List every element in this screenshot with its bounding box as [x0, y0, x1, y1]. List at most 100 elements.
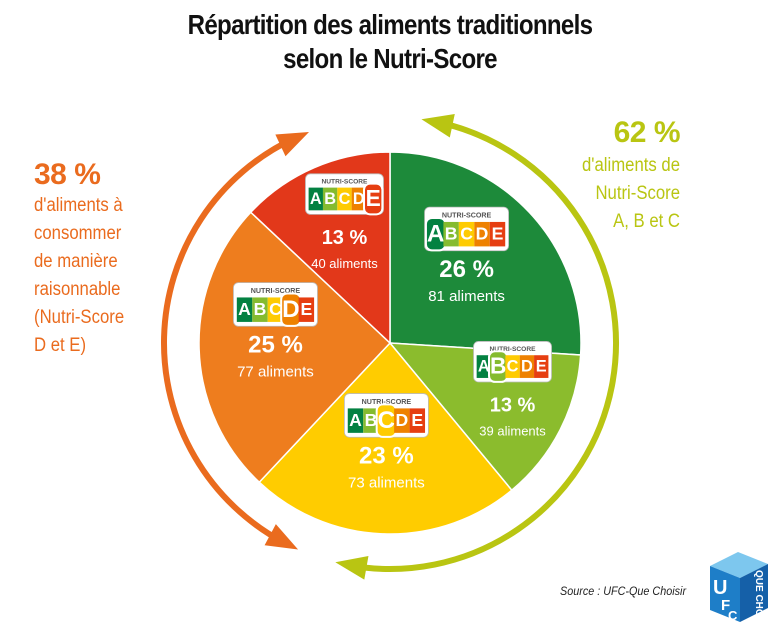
slice-count-label: 39 aliments [479, 423, 546, 438]
nutriscore-cell-b [443, 221, 459, 247]
nutriscore-cell-a [347, 408, 364, 433]
nutriscore-letter: E [366, 185, 381, 211]
nutriscore-header: NUTRI-SCORE [442, 212, 492, 220]
logo-cube-left [710, 566, 740, 622]
nutriscore-cell-e [489, 221, 506, 247]
slice-count-label: 40 aliments [311, 256, 378, 271]
right-note-line: d'aliments de [582, 155, 680, 176]
pie-slice-a [389, 151, 582, 356]
logo-letter-f: F [721, 597, 730, 614]
nutriscore-cell-a [476, 355, 492, 378]
nutriscore-cell-b [252, 297, 268, 322]
nutriscore-letter: C [378, 407, 396, 434]
logo-letter-u: U [713, 577, 727, 599]
right-note: d'aliments de Nutri-Score A, B et C [513, 152, 680, 236]
logo-letter-c: C [728, 608, 738, 623]
chart-title: Répartition des aliments traditionnels s… [55, 8, 726, 76]
nutriscore-cell-a [308, 187, 323, 211]
left-note: d'aliments à consommer de manière raison… [34, 192, 201, 360]
nutriscore-header: NUTRI-SCORE [490, 346, 537, 353]
right-annotation: 62 % d'aliments de Nutri-Score A, B et C [490, 116, 680, 236]
nutriscore-cell-e [363, 182, 384, 216]
orange-arrowhead-bottom [264, 524, 299, 550]
nutriscore-header: NUTRI-SCORE [251, 287, 301, 295]
slice-percent-label: 26 % [439, 256, 494, 283]
logo-cube-right [740, 564, 768, 622]
left-note-line: de manière [34, 251, 118, 272]
source-note: Source : UFC-Que Choisir [559, 584, 686, 598]
nutriscore-letter: C [269, 299, 282, 319]
nutriscore-letter: A [238, 299, 251, 319]
nutriscore-letter: D [476, 224, 489, 244]
pie-slice-c [258, 341, 513, 535]
nutriscore-cell-e [534, 355, 549, 378]
nutriscore-letter: B [365, 410, 378, 430]
slice-count-label: 77 aliments [237, 364, 314, 381]
slice-percent-label: 23 % [359, 443, 414, 470]
nutriscore-letter: A [478, 358, 490, 376]
nutriscore-cell-a [236, 297, 253, 322]
nutriscore-cell-d [351, 187, 367, 211]
nutriscore-letter: E [492, 224, 504, 244]
nutriscore-letter: B [254, 299, 267, 319]
left-note-line: raisonnable [34, 279, 121, 300]
nutriscore-cell-d [519, 355, 535, 378]
left-annotation: 38 % d'aliments à consommer de manière r… [34, 158, 224, 360]
left-note-line: D et E) [34, 335, 87, 356]
left-note-line: consommer [34, 223, 122, 244]
nutriscore-cell-d [394, 408, 410, 433]
green-arrowhead-bottom [335, 555, 369, 580]
nutriscore-letter: D [521, 358, 533, 376]
nutriscore-letter: C [339, 190, 351, 208]
logo-cube-top [710, 552, 768, 578]
orange-arrowhead-top [275, 132, 310, 157]
slice-count-label: 73 aliments [348, 475, 425, 492]
right-note-line: Nutri-Score [595, 183, 680, 204]
green-arc [350, 119, 619, 572]
slice-percent-label: 13 % [322, 227, 368, 249]
nutriscore-cell-c [505, 355, 520, 378]
logo-brand-text: QUE CHOISIR [753, 570, 764, 624]
nutriscore-letter: E [300, 299, 312, 319]
left-percent: 38 % [34, 158, 101, 191]
nutriscore-letter: A [310, 190, 322, 208]
nutriscore-letter: C [507, 358, 519, 376]
slice-count-label: 81 aliments [428, 288, 505, 305]
nutriscore-cell-c [337, 187, 352, 211]
slice-percent-label: 25 % [248, 332, 303, 359]
green-arrowhead-top [421, 114, 455, 138]
nutriscore-cell-e [298, 297, 315, 322]
right-note-line: A, B et C [613, 211, 680, 232]
orange-arc [161, 135, 296, 546]
nutriscore-cell-b [363, 408, 379, 433]
title-line-2: selon le Nutri-Score [283, 43, 497, 74]
nutriscore-letter: A [427, 221, 445, 248]
pie-slice-d [198, 211, 392, 484]
nutriscore-letter: C [460, 224, 473, 244]
nutriscore-cell-c [267, 297, 284, 322]
nutriscore-letter: E [536, 358, 547, 376]
nutriscore-badge-e: NUTRI-SCORE A B C D E [305, 173, 384, 216]
nutriscore-letter: D [353, 190, 365, 208]
left-note-line: d'aliments à [34, 195, 123, 216]
nutriscore-letter: B [324, 190, 336, 208]
nutriscore-letter: D [282, 296, 300, 323]
nutriscore-letter: E [411, 410, 423, 430]
right-percent: 62 % [613, 116, 681, 149]
nutriscore-cell-b [322, 187, 338, 211]
nutriscore-cell-c [458, 221, 475, 247]
nutriscore-header: NUTRI-SCORE [321, 179, 368, 186]
left-note-line: (Nutri-Score [34, 307, 125, 328]
nutriscore-cell-d [474, 221, 490, 247]
ufc-que-choisir-logo: UFC QUE CHOISIR [710, 552, 768, 624]
nutriscore-letter: B [490, 353, 506, 379]
nutriscore-header: NUTRI-SCORE [362, 398, 412, 406]
nutriscore-letter: D [395, 410, 408, 430]
slice-percent-label: 13 % [490, 394, 536, 416]
nutriscore-letter: B [445, 224, 458, 244]
